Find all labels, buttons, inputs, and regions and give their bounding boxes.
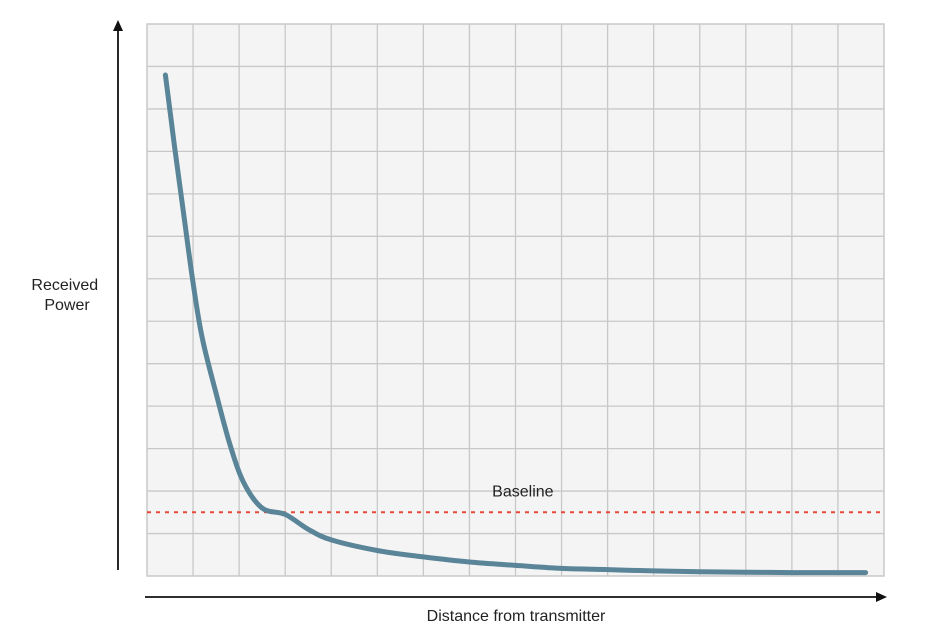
y-axis-label-line-1: Received — [31, 277, 98, 294]
grid-lines — [147, 24, 884, 576]
received-power-curve — [162, 72, 869, 576]
baseline-label: Baseline — [492, 483, 553, 500]
x-axis-label: Distance from transmitter — [427, 608, 606, 625]
x-axis-arrowhead — [876, 592, 887, 602]
y-axis-arrowhead — [113, 20, 123, 31]
plot-border — [146, 23, 885, 577]
y-axis-label: Received Power — [31, 277, 102, 314]
y-axis-label-line-2: Power — [44, 297, 90, 314]
